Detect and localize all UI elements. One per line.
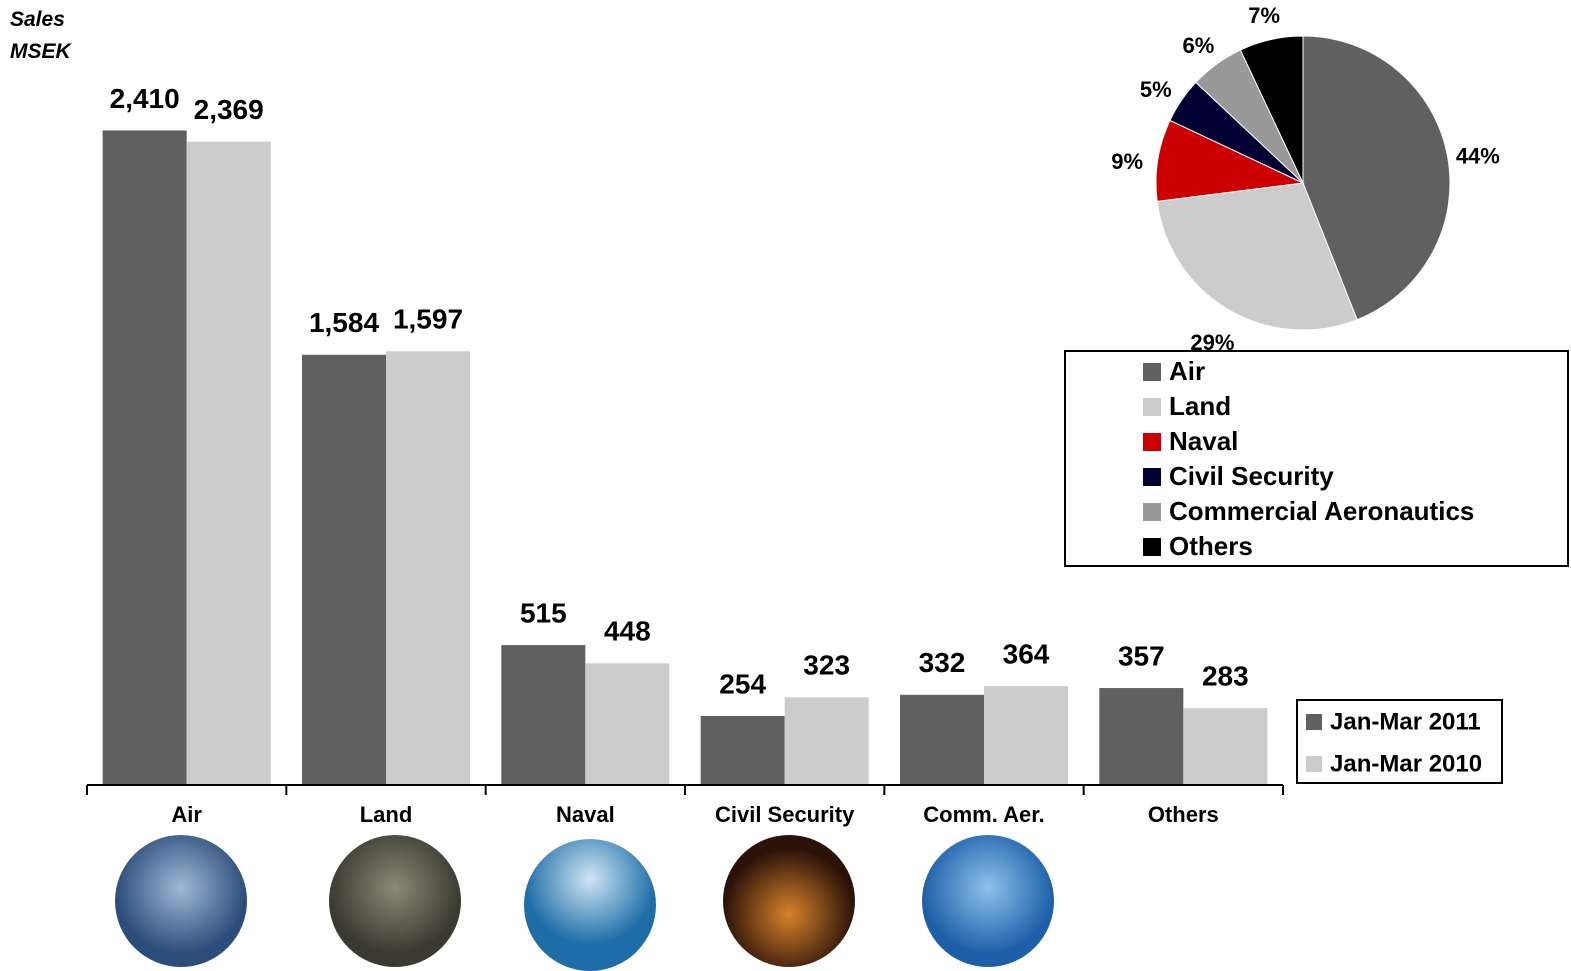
value-label: 283 xyxy=(1202,661,1249,692)
legend-label: Civil Security xyxy=(1169,461,1334,491)
legend-swatch xyxy=(1143,433,1161,451)
bar-legend-box xyxy=(1296,699,1503,784)
legend-label: Land xyxy=(1169,391,1231,421)
pie-slice xyxy=(1155,119,1305,202)
legend-swatch xyxy=(1306,714,1322,730)
y-axis-label: Sales MSEK xyxy=(10,8,71,63)
legend-label: Commercial Aeronautics xyxy=(1169,496,1474,526)
bar xyxy=(784,697,869,785)
pie-legend-box xyxy=(1064,350,1569,567)
bar xyxy=(386,351,470,785)
photo-naval xyxy=(524,839,656,971)
legend-swatch xyxy=(1143,503,1161,521)
bar xyxy=(900,694,984,785)
value-label: 323 xyxy=(803,650,850,681)
value-label: 1,584 xyxy=(309,307,379,338)
legend-label: Jan-Mar 2010 xyxy=(1330,750,1482,777)
pie-slice xyxy=(1239,35,1304,184)
value-label: 364 xyxy=(1003,639,1050,670)
value-label: 2,410 xyxy=(110,83,180,114)
x-tick-label: Civil Security xyxy=(715,802,855,827)
photo-civil-security xyxy=(723,835,855,967)
pie-value-label: 29% xyxy=(1190,330,1234,355)
value-label: 357 xyxy=(1118,640,1165,671)
photo-land xyxy=(329,835,461,967)
bar xyxy=(501,645,586,785)
bar xyxy=(186,141,271,786)
pie-value-label: 9% xyxy=(1111,149,1143,174)
value-label: 1,597 xyxy=(393,304,463,335)
pie-slice xyxy=(1302,35,1451,321)
x-tick-label: Land xyxy=(360,802,413,827)
x-tick-label: Comm. Aer. xyxy=(923,802,1044,827)
value-label: 254 xyxy=(719,668,766,699)
x-tick-label: Air xyxy=(171,802,202,827)
bar xyxy=(1183,708,1268,785)
value-label: 332 xyxy=(919,647,966,678)
pie-value-label: 6% xyxy=(1182,33,1214,58)
legend-label: Jan-Mar 2011 xyxy=(1330,708,1481,735)
pie-value-label: 5% xyxy=(1140,77,1172,102)
value-label: 2,369 xyxy=(194,94,264,125)
bar xyxy=(302,354,386,785)
legend-swatch xyxy=(1143,398,1161,416)
value-label: 448 xyxy=(604,616,651,647)
bar xyxy=(984,686,1068,785)
legend-label: Others xyxy=(1169,531,1253,561)
legend-label: Naval xyxy=(1169,426,1238,456)
pie-value-label: 44% xyxy=(1456,143,1500,168)
bar xyxy=(1099,688,1184,785)
photo-comm-aer xyxy=(922,835,1054,967)
legend-swatch xyxy=(1143,538,1161,556)
legend-swatch xyxy=(1143,363,1161,381)
pie-value-label: 7% xyxy=(1248,3,1280,28)
x-tick-label: Others xyxy=(1148,802,1219,827)
segment-photos xyxy=(115,835,1054,971)
value-label: 515 xyxy=(520,598,567,629)
bar xyxy=(585,663,670,785)
bar xyxy=(102,130,187,786)
pie-slice xyxy=(1156,182,1358,331)
bar xyxy=(700,716,785,785)
photo-air xyxy=(115,835,247,967)
legend-swatch xyxy=(1143,468,1161,486)
legend-swatch xyxy=(1306,756,1322,772)
x-tick-label: Naval xyxy=(556,802,615,827)
legend-label: Air xyxy=(1169,356,1205,386)
